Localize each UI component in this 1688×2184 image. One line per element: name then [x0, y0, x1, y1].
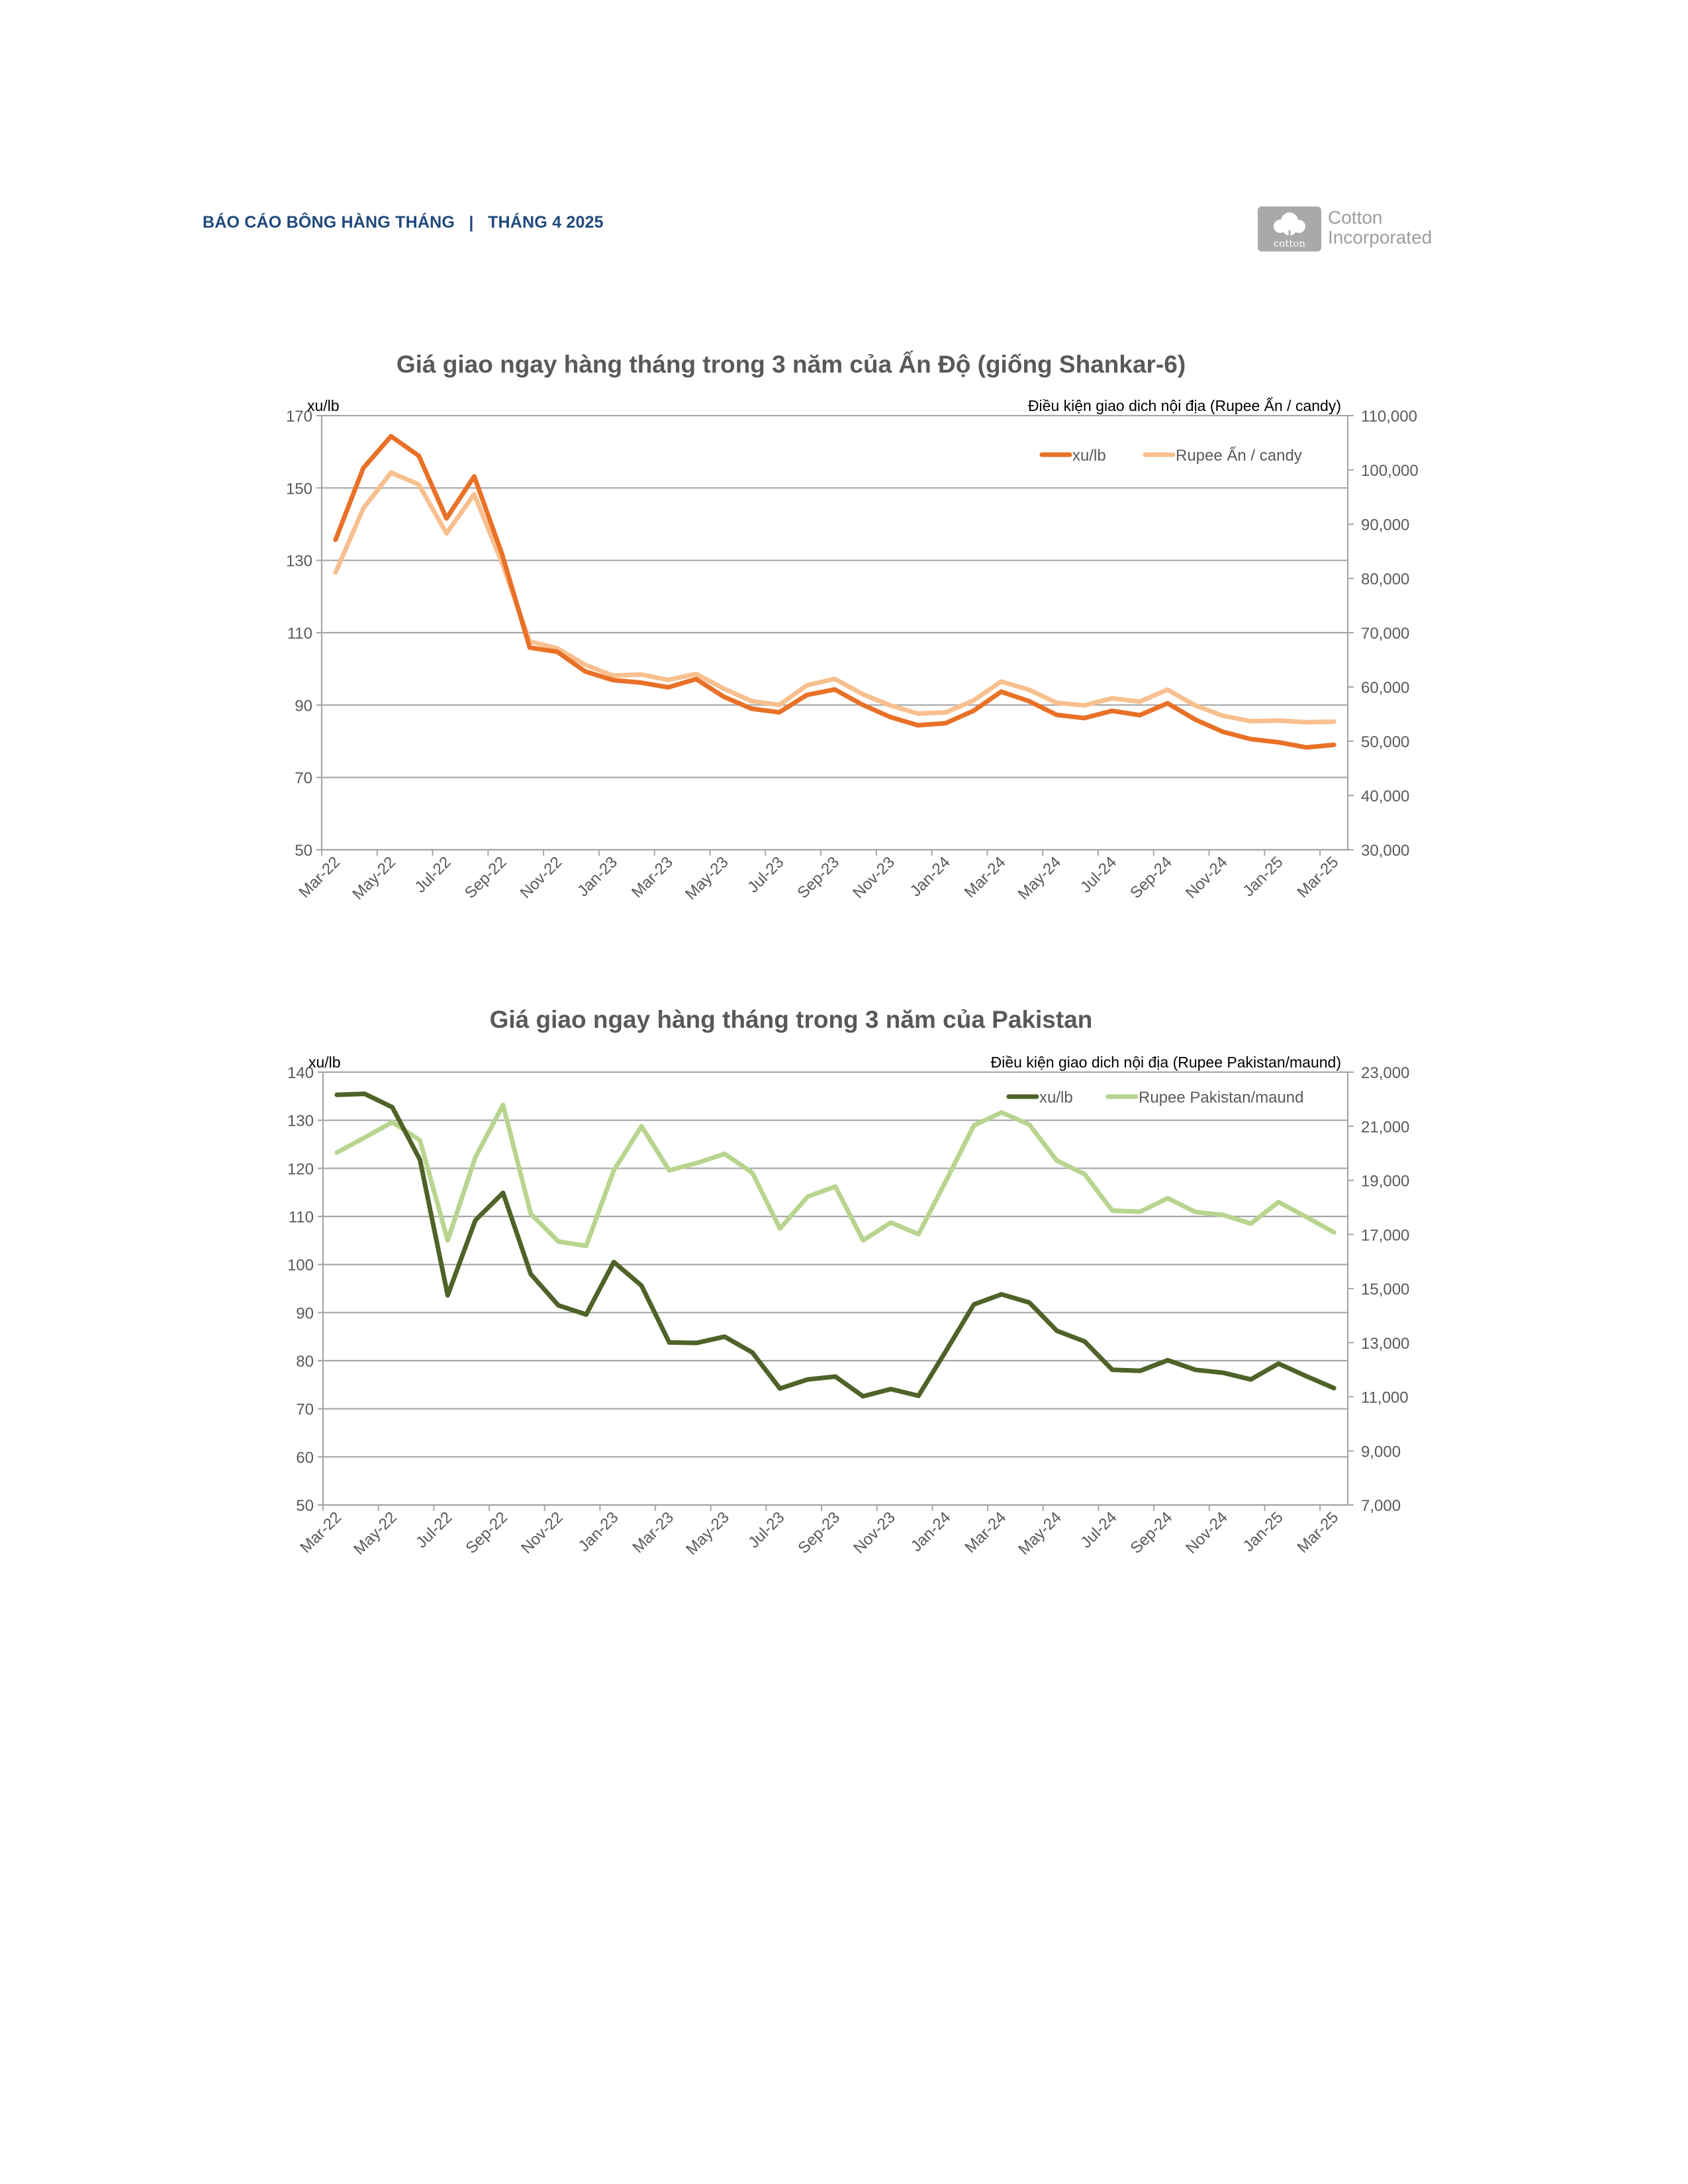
- x-tick-label: Nov-24: [1182, 853, 1231, 902]
- x-tick-label: Sep-23: [794, 1508, 843, 1557]
- y-tick-label: 130: [286, 553, 312, 570]
- x-tick-label: Nov-22: [517, 853, 566, 902]
- y2-tick-label: 13,000: [1361, 1335, 1409, 1353]
- x-tick-label: May-23: [682, 1508, 733, 1559]
- y-tick-label: 70: [296, 1401, 314, 1419]
- x-tick-label: May-24: [1015, 853, 1065, 903]
- x-tick-label: Jul-22: [411, 853, 454, 896]
- x-tick-label: Jul-23: [744, 853, 787, 896]
- pakistan-spot-price-chart: Giá giao ngay hàng tháng trong 3 năm của…: [287, 1006, 1409, 1559]
- logo-mark-text: cotton: [1273, 238, 1306, 250]
- cotton-incorporated-logo: cotton Cotton Incorporated: [1258, 206, 1436, 253]
- header-separator: |: [469, 213, 474, 232]
- x-tick-label: Jul-24: [1077, 1508, 1120, 1551]
- x-tick-label: Mar-23: [629, 1508, 677, 1557]
- y-tick-label: 100: [287, 1257, 314, 1275]
- series-line-rupee: [334, 1103, 1336, 1248]
- x-tick-label: Sep-24: [1127, 1508, 1176, 1557]
- x-tick-label: Jul-23: [745, 1508, 788, 1551]
- x-tick-label: Nov-23: [850, 1508, 899, 1557]
- x-tick-label: Mar-23: [628, 853, 677, 901]
- y2-tick-label: 9,000: [1361, 1443, 1401, 1461]
- y2-tick-label: 100,000: [1361, 462, 1419, 480]
- y-tick-label: 110: [289, 1208, 314, 1226]
- x-tick-label: Mar-24: [961, 1508, 1009, 1557]
- x-tick-label: May-22: [349, 853, 399, 903]
- x-tick-label: Mar-22: [297, 1508, 345, 1557]
- y-axis-label: xu/lb: [308, 1054, 341, 1071]
- x-tick-label: Mar-22: [295, 853, 344, 901]
- x-tick-label: Mar-24: [961, 853, 1009, 901]
- x-tick-label: Sep-22: [462, 1508, 511, 1557]
- y-tick-label: 90: [296, 1304, 314, 1322]
- x-tick-label: Nov-22: [518, 1508, 567, 1557]
- y2-tick-label: 70,000: [1361, 625, 1409, 643]
- y-tick-label: 90: [295, 697, 312, 715]
- y-tick-label: 50: [295, 842, 312, 860]
- chart-title: Giá giao ngay hàng tháng trong 3 năm của…: [490, 1006, 1093, 1033]
- report-title: BÁO CÁO BÔNG HÀNG THÁNG: [203, 213, 455, 232]
- y2-tick-label: 7,000: [1361, 1497, 1401, 1515]
- x-tick-label: Jan-25: [1240, 1508, 1287, 1555]
- x-tick-label: Jan-23: [574, 853, 621, 900]
- x-tick-label: Jul-24: [1077, 853, 1120, 896]
- y2-tick-label: 110,000: [1361, 408, 1417, 426]
- y2-tick-label: 23,000: [1361, 1064, 1409, 1082]
- y2-tick-label: 30,000: [1361, 842, 1409, 860]
- x-tick-label: Nov-24: [1182, 1508, 1231, 1557]
- x-tick-label: Jul-22: [412, 1508, 455, 1551]
- x-tick-label: Sep-24: [1127, 853, 1176, 902]
- y2-tick-label: 17,000: [1361, 1226, 1409, 1244]
- y-axis-label: xu/lb: [307, 397, 340, 414]
- x-tick-label: May-23: [682, 853, 732, 903]
- x-tick-label: Jan-25: [1240, 853, 1287, 900]
- x-tick-label: May-24: [1015, 1508, 1065, 1559]
- x-tick-label: Jan-23: [575, 1508, 622, 1555]
- legend-label: xu/lb: [1072, 447, 1106, 465]
- report-header: BÁO CÁO BÔNG HÀNG THÁNG | THÁNG 4 2025: [203, 213, 604, 232]
- logo-line-1: Cotton: [1328, 207, 1383, 228]
- y-tick-label: 60: [296, 1449, 314, 1467]
- y2-tick-label: 80,000: [1361, 570, 1409, 588]
- y-tick-label: 120: [287, 1160, 314, 1178]
- logo-line-2: Incorporated: [1328, 227, 1432, 248]
- y2-tick-label: 19,000: [1361, 1173, 1409, 1191]
- legend-label: xu/lb: [1039, 1089, 1073, 1107]
- y-tick-label: 70: [295, 770, 312, 788]
- y-tick-label: 130: [287, 1113, 314, 1130]
- y-tick-label: 150: [286, 480, 312, 498]
- x-tick-label: Nov-23: [849, 853, 898, 902]
- y2-axis-label: Điều kiện giao dich nội địa (Rupee Ấn / …: [1028, 396, 1341, 414]
- x-tick-label: Mar-25: [1293, 853, 1342, 901]
- cotton-boll-icon: [1274, 212, 1305, 240]
- y-tick-label: 80: [296, 1353, 314, 1371]
- y2-tick-label: 11,000: [1361, 1389, 1409, 1407]
- x-tick-label: Sep-23: [794, 853, 843, 902]
- y2-tick-label: 50,000: [1361, 733, 1409, 751]
- x-tick-label: Jan-24: [908, 1508, 955, 1555]
- report-issue: THÁNG 4 2025: [488, 213, 604, 232]
- india-spot-price-chart: Giá giao ngay hàng tháng trong 3 năm của…: [286, 351, 1419, 903]
- y-tick-label: 170: [286, 408, 312, 426]
- legend-label: Rupee Pakistan/maund: [1139, 1089, 1304, 1107]
- y2-tick-label: 15,000: [1361, 1281, 1409, 1298]
- y2-tick-label: 21,000: [1361, 1118, 1409, 1136]
- cotton-seal-mark: cotton: [1258, 206, 1321, 251]
- logo-wordmark: Cotton Incorporated: [1328, 208, 1432, 248]
- y-tick-label: 140: [287, 1064, 314, 1082]
- x-tick-label: May-22: [350, 1508, 400, 1559]
- y-tick-label: 110: [287, 625, 312, 643]
- y2-tick-label: 40,000: [1361, 788, 1409, 805]
- y-tick-label: 50: [296, 1497, 314, 1515]
- x-tick-label: Sep-22: [461, 853, 510, 902]
- y2-tick-label: 60,000: [1361, 679, 1409, 697]
- x-tick-label: Mar-25: [1293, 1508, 1342, 1557]
- y2-tick-label: 90,000: [1361, 516, 1409, 534]
- legend-label: Rupee Ấn / candy: [1176, 446, 1302, 465]
- chart-title: Giá giao ngay hàng tháng trong 3 năm của…: [397, 351, 1186, 378]
- x-tick-label: Jan-24: [907, 853, 954, 900]
- y2-axis-label: Điều kiện giao dich nội địa (Rupee Pakis…: [991, 1054, 1341, 1071]
